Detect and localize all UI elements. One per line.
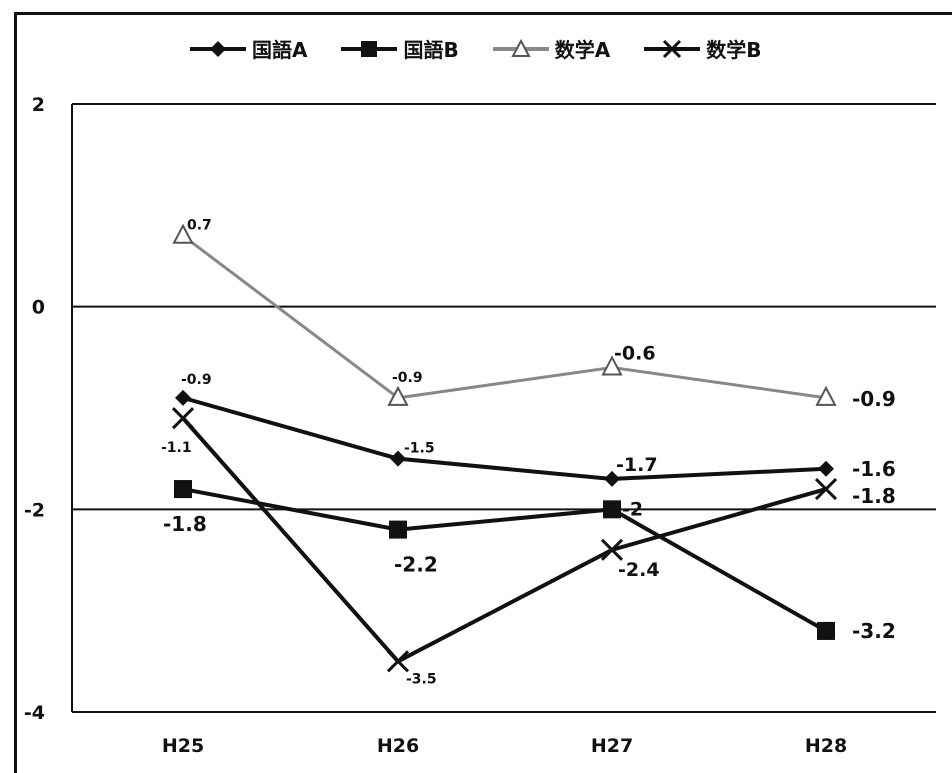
point-marker [818, 460, 834, 477]
data-label: -2.4 [618, 559, 660, 581]
data-label: -0.9 [392, 370, 423, 386]
point-marker [600, 538, 624, 561]
point-marker [817, 621, 835, 640]
point-marker [815, 385, 837, 406]
series-line-3 [181, 416, 827, 664]
legend-item: 数学A [492, 34, 611, 63]
point-marker [601, 355, 623, 376]
data-label: -0.9 [181, 372, 212, 388]
y-tick-label: -4 [24, 702, 45, 724]
point-marker [386, 650, 410, 673]
legend-label: 国語A [252, 38, 308, 62]
data-label: -1.8 [163, 512, 207, 536]
legend-label: 数学B [706, 38, 762, 62]
data-label: -2 [622, 498, 643, 520]
series-line-0 [182, 395, 827, 481]
data-label: 0.7 [187, 218, 212, 234]
data-label: -1.7 [616, 454, 658, 476]
point-marker [175, 389, 191, 406]
legend-item: 国語B [341, 34, 459, 63]
chart-legend: 国語A 国語B 数学A 数学B [190, 34, 761, 63]
y-tick-label: 0 [32, 297, 45, 319]
point-marker [389, 520, 407, 539]
series-line-2 [182, 234, 827, 400]
point-marker [172, 223, 194, 244]
point-marker [390, 450, 406, 467]
x-tick-label: H25 [162, 735, 204, 757]
point-marker [603, 500, 621, 519]
legend-label: 数学A [554, 38, 611, 62]
data-label: -3.2 [852, 619, 896, 643]
point-marker [604, 470, 620, 487]
y-tick-label: -2 [24, 499, 45, 521]
chart-frame [14, 12, 952, 773]
x-tick-label: H28 [805, 735, 847, 757]
data-label: -1.5 [404, 441, 435, 457]
point-marker [387, 385, 409, 406]
point-marker [171, 407, 195, 430]
x-tick-label: H26 [377, 735, 419, 757]
data-label: -1.1 [161, 440, 192, 456]
legend-swatch [492, 38, 549, 57]
point-marker [814, 478, 838, 501]
legend-swatch [644, 39, 701, 58]
y-tick-label: 2 [32, 94, 45, 116]
data-label: -1.6 [852, 457, 896, 481]
series-line-1 [182, 487, 827, 633]
point-marker [174, 480, 192, 499]
legend-swatch [341, 40, 398, 57]
data-label: -0.6 [614, 342, 656, 364]
data-label: -2.2 [394, 553, 438, 577]
data-label: -1.8 [852, 484, 896, 508]
data-label: -3.5 [406, 671, 437, 687]
legend-swatch [190, 40, 246, 57]
legend-label: 国語B [403, 38, 459, 62]
x-tick-label: H27 [591, 735, 633, 757]
legend-item: 数学B [644, 34, 761, 63]
legend-item: 国語A [190, 34, 307, 63]
data-label: -0.9 [852, 387, 896, 411]
